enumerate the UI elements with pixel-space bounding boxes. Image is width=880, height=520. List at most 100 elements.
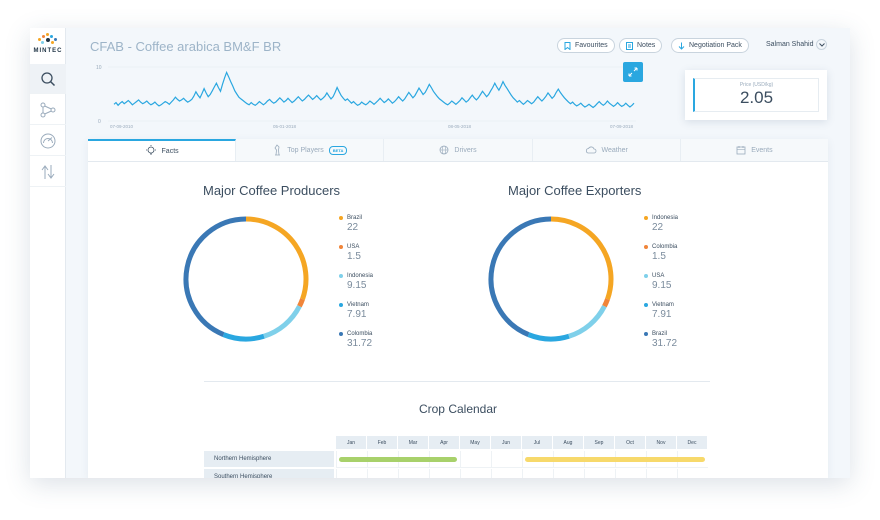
logo: MINTEC — [32, 32, 64, 60]
user-name[interactable]: Salman Shahid — [766, 41, 814, 48]
calendar-cell — [522, 469, 553, 478]
exporters-legend: Indonesia 22 Colombia 1.5 USA 9.15 Vietnam 7.91… — [644, 215, 678, 360]
price-label: Price (USD/kg) — [739, 82, 774, 88]
sidebar: MINTEC — [30, 28, 66, 478]
calendar-cell — [336, 469, 367, 478]
favourites-label: Favourites — [575, 42, 608, 49]
calendar-month-header: Feb — [367, 436, 397, 449]
calendar-cell — [491, 469, 522, 478]
calendar-cell — [615, 469, 646, 478]
price-box: Price (USD/kg) 2.05 — [693, 78, 819, 112]
expand-chart-button[interactable] — [623, 62, 643, 82]
producers-legend-dot — [339, 274, 343, 278]
network-icon — [40, 102, 56, 117]
sidebar-item-network[interactable] — [30, 95, 66, 125]
chess-icon — [274, 144, 281, 156]
tab-top-players[interactable]: Top Players BETA — [236, 139, 385, 161]
calendar-row-label: Northern Hemisphere — [204, 451, 334, 468]
calendar-month-header: Jul — [522, 436, 552, 449]
exporters-legend-item: USA 9.15 — [644, 273, 678, 302]
sidebar-item-gauge[interactable] — [30, 126, 66, 156]
notes-icon — [626, 41, 633, 50]
exporters-legend-value: 7.91 — [652, 309, 672, 320]
exporters-legend-name: USA — [652, 273, 665, 279]
producers-legend-name: Indonesia — [347, 273, 374, 279]
exporters-legend-label: Vietnam — [644, 302, 678, 308]
tab-weather[interactable]: Weather — [533, 139, 681, 161]
calendar-month-header: Sep — [584, 436, 614, 449]
calendar-cell — [460, 451, 491, 468]
calendar-month-header: Apr — [429, 436, 459, 449]
lightbulb-icon — [145, 145, 156, 155]
globe-icon — [440, 145, 449, 155]
gauge-icon — [40, 133, 56, 148]
exporters-legend-name: Colombia — [652, 244, 678, 250]
y-tick-bottom: 0 — [98, 119, 101, 125]
producers-slice-indonesia — [263, 305, 302, 339]
exporters-legend-dot — [644, 245, 648, 249]
exporters-legend-dot — [644, 303, 648, 307]
calendar-cell — [398, 469, 429, 478]
sidebar-item-transfer[interactable] — [30, 157, 66, 187]
exporters-legend-name: Vietnam — [652, 302, 674, 308]
favourites-button[interactable]: Favourites — [557, 38, 615, 53]
producers-slice-brazil — [245, 216, 309, 300]
app-window: MINTEC CFAB - Coffee arabica BM&F BR Fav… — [30, 28, 850, 478]
negotiation-pack-label: Negotiation Pack — [689, 42, 742, 49]
x-tick-4: 07-09-2018 — [610, 124, 634, 129]
exporters-legend-item: Indonesia 22 — [644, 215, 678, 244]
notes-button[interactable]: Notes — [619, 38, 663, 53]
transfer-icon — [41, 164, 55, 179]
exporters-legend-label: USA — [644, 273, 678, 279]
exporters-legend-item: Vietnam 7.91 — [644, 302, 678, 331]
calendar-cell — [367, 469, 398, 478]
cloud-icon — [585, 146, 596, 154]
tab-events[interactable]: Events — [681, 139, 828, 161]
price-card: Price (USD/kg) 2.05 — [685, 70, 827, 120]
exporters-legend-dot — [644, 216, 648, 220]
producers-legend-name: Vietnam — [347, 302, 369, 308]
producers-legend-dot — [339, 303, 343, 307]
exporters-legend-label: Brazil — [644, 331, 678, 337]
calendar-cell — [491, 451, 522, 468]
price-line-chart: 10 0 07-09-2010 05-01-2018 08-05-2018 07… — [96, 65, 636, 129]
tab-facts[interactable]: Facts — [88, 139, 237, 161]
calendar-month-header: Oct — [615, 436, 645, 449]
calendar-month-header: Mar — [398, 436, 428, 449]
producers-legend: Brazil 22 USA 1.5 Indonesia 9.15 Vietnam 7.91 Co… — [339, 215, 373, 360]
notes-label: Notes — [637, 42, 656, 49]
exporters-legend-item: Brazil 31.72 — [644, 331, 678, 360]
expand-icon — [628, 67, 638, 77]
exporters-slice-vietnam — [527, 332, 570, 342]
tab-facts-label: Facts — [161, 147, 179, 155]
exporters-legend-value: 1.5 — [652, 251, 666, 262]
exporters-legend-value: 31.72 — [652, 338, 678, 349]
user-menu-toggle[interactable] — [816, 39, 827, 50]
main-panel: Facts Top Players BETA Drivers Weather E… — [88, 139, 828, 478]
exporters-slice-usa — [568, 305, 607, 339]
exporters-legend-item: Colombia 1.5 — [644, 244, 678, 273]
tab-top-players-label: Top Players — [287, 146, 324, 154]
producers-legend-value: 22 — [347, 222, 359, 233]
producers-legend-dot — [339, 245, 343, 249]
exporters-slice-indonesia — [550, 216, 614, 300]
producers-legend-value: 31.72 — [347, 338, 373, 349]
chevron-down-icon — [818, 42, 825, 47]
producers-legend-item: Brazil 22 — [339, 215, 373, 244]
exporters-slice-brazil — [488, 216, 552, 337]
exporters-legend-dot — [644, 274, 648, 278]
logo-text: MINTEC — [33, 48, 63, 54]
exporters-legend-name: Indonesia — [652, 215, 679, 221]
exporters-legend-value: 9.15 — [652, 280, 672, 291]
x-tick-1: 07-09-2010 — [110, 124, 134, 129]
producers-slice-vietnam — [222, 332, 265, 342]
bookmark-icon — [564, 41, 571, 50]
sidebar-item-search[interactable] — [30, 64, 66, 94]
crop-calendar-title: Crop Calendar — [418, 402, 498, 416]
tab-drivers[interactable]: Drivers — [384, 139, 533, 161]
y-tick-top: 10 — [96, 65, 102, 71]
exporters-donut — [488, 216, 614, 342]
negotiation-pack-button[interactable]: Negotiation Pack — [671, 38, 749, 53]
producers-slice-usa — [297, 298, 305, 308]
exporters-title: Major Coffee Exporters — [508, 183, 642, 198]
